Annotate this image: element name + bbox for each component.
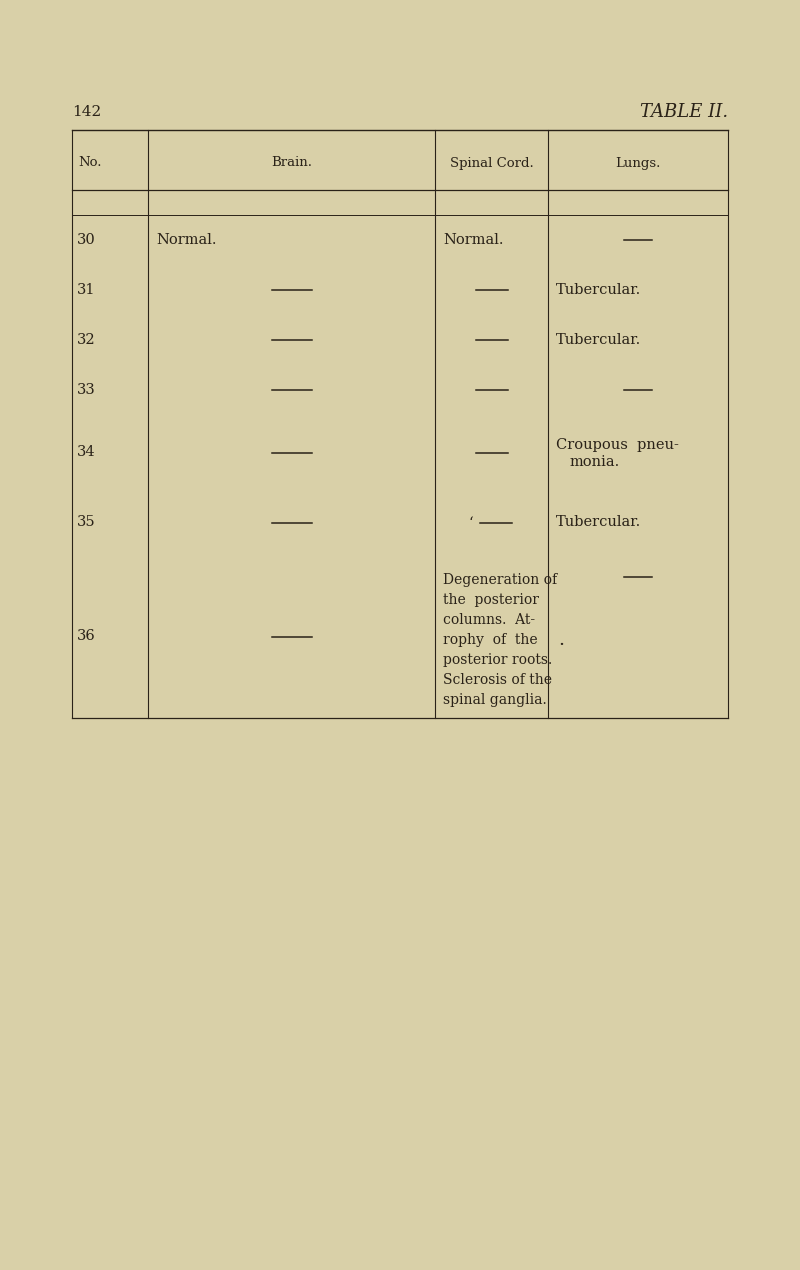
Text: TABLE II.: TABLE II.	[640, 103, 728, 121]
Text: Normal.: Normal.	[156, 232, 217, 246]
Text: 34: 34	[77, 446, 96, 460]
Text: Lungs.: Lungs.	[615, 156, 661, 169]
Text: 142: 142	[72, 105, 102, 119]
Text: 35: 35	[77, 516, 96, 530]
Text: Normal.: Normal.	[443, 232, 503, 246]
Text: ‘: ‘	[469, 516, 474, 530]
Text: Brain.: Brain.	[271, 156, 312, 169]
Text: 30: 30	[77, 232, 96, 246]
Text: Croupous  pneu-: Croupous pneu-	[556, 437, 679, 452]
Text: rophy  of  the: rophy of the	[443, 632, 538, 646]
Text: Spinal Cord.: Spinal Cord.	[450, 156, 534, 169]
Text: Tubercular.: Tubercular.	[556, 516, 642, 530]
Text: monia.: monia.	[570, 456, 620, 470]
Text: No.: No.	[78, 156, 102, 169]
Text: 36: 36	[77, 630, 96, 644]
Text: posterior roots.: posterior roots.	[443, 653, 552, 667]
Text: columns.  At-: columns. At-	[443, 613, 535, 627]
Text: Degeneration of: Degeneration of	[443, 573, 557, 587]
Text: spinal ganglia.: spinal ganglia.	[443, 693, 546, 707]
Text: 33: 33	[77, 384, 96, 398]
Text: Sclerosis of the: Sclerosis of the	[443, 673, 552, 687]
Text: Tubercular.: Tubercular.	[556, 283, 642, 297]
Text: ·: ·	[558, 636, 564, 654]
Text: the  posterior: the posterior	[443, 593, 539, 607]
Text: 31: 31	[77, 283, 95, 297]
Text: 32: 32	[77, 333, 96, 347]
Text: Tubercular.: Tubercular.	[556, 333, 642, 347]
